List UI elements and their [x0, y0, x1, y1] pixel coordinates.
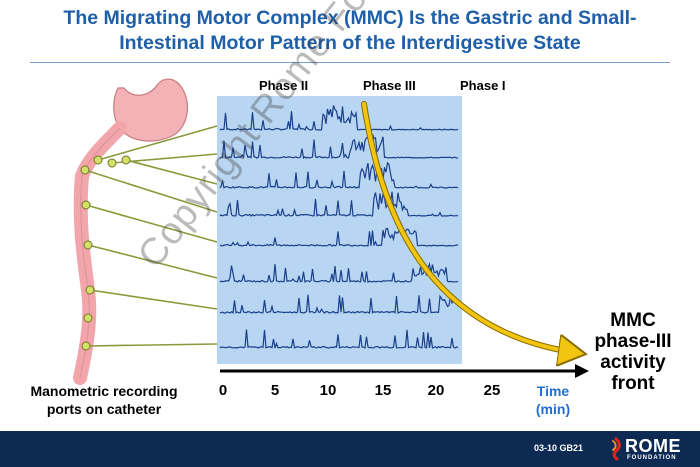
- activity-front-label: MMC phase-III activity front: [583, 310, 683, 394]
- tick-label-25: 25: [483, 382, 501, 399]
- recording-port: [85, 285, 95, 295]
- slide-title: The Migrating Motor Complex (MMC) Is the…: [0, 6, 700, 56]
- pressure-trace: [219, 132, 459, 160]
- port-connector-line: [84, 169, 218, 213]
- tick-label-20: 20: [427, 382, 445, 399]
- title-line-2: Intestinal Motor Pattern of the Interdig…: [119, 32, 581, 54]
- tick-label-0: 0: [218, 382, 228, 399]
- front-label-line-1: MMC: [610, 310, 656, 331]
- phase-3-label: Phase III: [363, 78, 416, 93]
- pressure-trace: [219, 261, 459, 283]
- recording-port: [83, 313, 93, 323]
- pressure-trace: [219, 329, 459, 349]
- footer-bar: [0, 431, 700, 467]
- time-unit-text: (min): [535, 401, 571, 417]
- recording-port: [107, 158, 117, 168]
- recording-port: [80, 165, 90, 175]
- logo-subtitle: FOUNDATION: [627, 455, 677, 461]
- time-axis-label: Time (min): [533, 382, 573, 418]
- port-connector-line: [87, 244, 218, 279]
- phase-iii-front-arrow: [361, 101, 581, 356]
- recording-port: [83, 240, 93, 250]
- pressure-trace: [219, 105, 459, 131]
- logo-name: ROME: [625, 436, 681, 456]
- slide-code: 03-10 GB21: [534, 443, 584, 453]
- tick-label-15: 15: [374, 382, 392, 399]
- front-label-line-2: phase-III: [594, 331, 672, 352]
- recording-port: [81, 341, 91, 351]
- recording-port: [121, 155, 131, 165]
- tick-label-5: 5: [270, 382, 280, 399]
- title-divider: [30, 62, 670, 63]
- pressure-trace: [219, 191, 459, 217]
- recording-port: [81, 200, 91, 210]
- manometry-panel: [217, 96, 462, 364]
- pressure-trace: [219, 294, 459, 314]
- phase-2-label: Phase II: [259, 78, 309, 93]
- port-connector-line: [85, 204, 218, 243]
- pressure-trace: [219, 227, 459, 247]
- port-connector-line: [97, 125, 218, 161]
- ports-label-line-2: ports on catheter: [46, 401, 162, 417]
- ports-label: Manometric recording ports on catheter: [14, 382, 194, 418]
- front-label-line-4: front: [611, 373, 655, 394]
- title-line-1: The Migrating Motor Complex (MMC) Is the…: [63, 7, 637, 29]
- tick-label-10: 10: [319, 382, 337, 399]
- phase-1-label: Phase I: [460, 78, 506, 93]
- port-connector-line: [125, 159, 218, 185]
- port-connector-line: [85, 343, 218, 347]
- recording-port: [93, 155, 103, 165]
- front-label-line-3: activity: [600, 352, 666, 373]
- ports-label-line-1: Manometric recording: [30, 383, 178, 399]
- time-label-text: Time: [536, 383, 570, 399]
- port-connector-line: [89, 289, 218, 310]
- pressure-trace: [219, 161, 459, 189]
- rome-logo-icon: [612, 437, 621, 461]
